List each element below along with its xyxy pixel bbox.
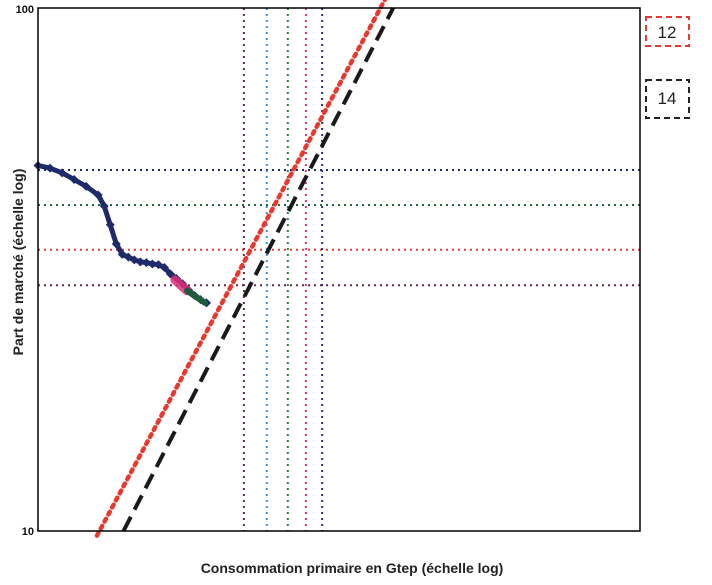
reference-lines xyxy=(38,8,640,531)
curve-point-3 xyxy=(57,168,67,178)
curve-point-2 xyxy=(45,163,55,173)
market-share-curve xyxy=(33,160,212,308)
series-12-label: 12 xyxy=(645,16,690,47)
curve-point-13 xyxy=(135,257,145,267)
series-14-line xyxy=(121,7,395,532)
curve-point-15 xyxy=(147,259,157,269)
series-14-label: 14 xyxy=(645,79,690,119)
y-tick-top: 100 xyxy=(16,4,34,16)
curve-point-17 xyxy=(159,263,169,273)
curve-point-14 xyxy=(141,258,151,268)
y-tick-bottom: 10 xyxy=(22,526,34,538)
series-12-line xyxy=(94,0,388,538)
curve-point-9 xyxy=(111,239,121,249)
curve-point-5 xyxy=(81,181,91,191)
curve-point-7 xyxy=(99,201,109,211)
svg-text:12: 12 xyxy=(658,23,677,42)
svg-text:14: 14 xyxy=(658,89,677,108)
curve-point-8 xyxy=(105,220,115,230)
series-lines xyxy=(94,0,395,538)
curve-point-4 xyxy=(69,174,79,184)
curve-point-6 xyxy=(93,190,103,200)
y-axis-title: Part de marché (échelle log) xyxy=(10,169,26,356)
plot-frame xyxy=(37,7,641,532)
end-segment xyxy=(183,287,209,306)
x-axis-title: Consommation primaire en Gtep (échelle l… xyxy=(201,560,504,576)
